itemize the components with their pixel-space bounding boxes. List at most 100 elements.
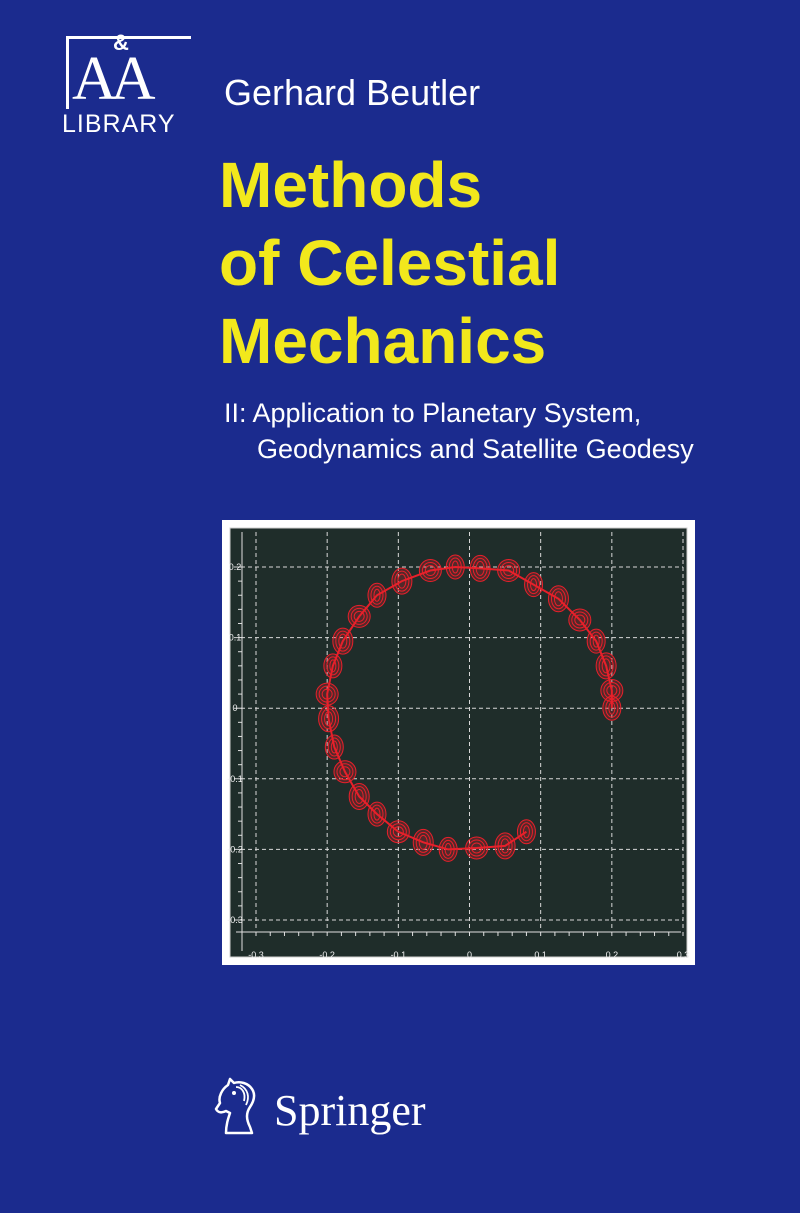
orbit-point-ring [373, 588, 381, 602]
orbit-point-ring [394, 570, 410, 592]
orbit-point-ring [500, 838, 510, 854]
orbit-point-ring [519, 822, 533, 842]
orbit-point-ring [451, 560, 459, 574]
orbit-point-ring [441, 839, 455, 859]
orbit-point-ring [468, 839, 486, 857]
orbit-point-ring [589, 631, 603, 651]
orbit-point-ring [522, 825, 530, 839]
subtitle-line-2: Geodynamics and Satellite Geodesy [257, 434, 694, 464]
orbit-point [391, 567, 413, 595]
logo-ampersand: & [113, 30, 129, 55]
orbit-point [568, 608, 592, 632]
orbit-point-ring [370, 804, 384, 824]
orbit-point [600, 679, 624, 703]
orbit-point-ring [471, 842, 483, 854]
orbit-point [412, 828, 434, 856]
orbit-point-ring [603, 682, 621, 700]
title-line-2: of Celestial [219, 227, 561, 299]
orbit-point [497, 559, 521, 583]
orbit-point [595, 652, 617, 680]
orbit-point [324, 734, 344, 760]
plot-background [229, 527, 688, 958]
logo-library-label: LIBRARY [62, 110, 176, 138]
orbit-point [348, 782, 370, 810]
orbit-point [332, 627, 354, 655]
orbit-point-ring [472, 557, 488, 579]
orbit-point-ring [350, 607, 368, 625]
orbit-point-ring [530, 578, 538, 592]
x-tick-label: 0.1 [534, 950, 547, 960]
orbit-point [602, 695, 622, 721]
orbit-point-ring [324, 711, 334, 727]
orbit-point [586, 628, 606, 654]
y-tick-label: 0.1 [229, 633, 242, 643]
orbit-point-ring [553, 591, 563, 607]
logo-frame [66, 36, 191, 109]
author-name: Gerhard Beutler [224, 72, 481, 113]
orbit-point-ring [370, 585, 384, 605]
orbit-point [347, 604, 371, 628]
orbit-point-ring [318, 685, 336, 703]
logo-letters: AA [72, 45, 156, 113]
orbit-point [333, 760, 357, 784]
orbit-point-ring [448, 557, 462, 577]
orbit-point [438, 836, 458, 862]
orbit-point-ring [397, 573, 407, 589]
y-tick-label: 0 [232, 703, 237, 713]
orbit-point-ring [500, 562, 518, 580]
orbit-point [318, 705, 340, 733]
orbit-plot-svg: -0.3 -0.2 -0.1 0 0.1 0.2 0.3 0.2 0.1 0 -0.1 -0.2 -0.… [227, 527, 689, 960]
orbit-point-ring [444, 842, 452, 856]
y-tick-label: -0.3 [227, 915, 243, 925]
orbit-point-ring [321, 708, 337, 730]
y-tick-label: 0.2 [229, 562, 242, 572]
x-tick-label: -0.1 [391, 950, 407, 960]
orbit-point-ring [353, 610, 365, 622]
orbit-point-ring [592, 634, 600, 648]
orbit-point [367, 582, 387, 608]
orbit-point-ring [503, 565, 515, 577]
orbit-point-ring [336, 763, 354, 781]
orbit-point-ring [326, 656, 340, 676]
orbit-point [315, 682, 339, 706]
orbit-curve [326, 565, 613, 851]
orbit-point-ring [330, 740, 338, 754]
x-tick-label: 0 [467, 950, 472, 960]
orbit-point-ring [354, 788, 364, 804]
orbit-point-ring [338, 633, 348, 649]
orbit-point [524, 572, 544, 598]
x-tick-label: -0.2 [319, 950, 335, 960]
book-subtitle: II: Application to Planetary System, Geo… [224, 395, 694, 467]
title-line-1: Methods [219, 149, 483, 221]
orbit-point-ring [550, 588, 566, 610]
orbit-point-ring [321, 688, 333, 700]
orbit-point-ring [475, 560, 485, 576]
orbit-point [323, 653, 343, 679]
orbit-point-ring [415, 831, 431, 853]
orbit-point-ring [574, 614, 586, 626]
orbit-point-ring [598, 655, 614, 677]
orbit-point-ring [327, 737, 341, 757]
orbit-point-ring [527, 575, 541, 595]
orbit-point [465, 836, 489, 860]
orbit-point-ring [389, 823, 407, 841]
book-title: Methods of Celestial Mechanics [219, 146, 560, 380]
orbit-point-ring [392, 826, 404, 838]
orbit-point [494, 832, 516, 860]
aa-library-logo: & AA LIBRARY [58, 30, 193, 140]
orbit-point-ring [571, 611, 589, 629]
orbit-point-ring [608, 701, 616, 715]
orbit-point [418, 559, 442, 583]
orbit-point [386, 820, 410, 844]
orbit-point [547, 585, 569, 613]
title-line-3: Mechanics [219, 305, 547, 377]
orbit-point-ring [497, 835, 513, 857]
orbit-point [367, 801, 387, 827]
orbit-point-ring [418, 834, 428, 850]
orbit-point-ring [329, 659, 337, 673]
y-tick-label: -0.1 [227, 774, 243, 784]
orbit-point-ring [606, 685, 618, 697]
orbit-point-ring [335, 630, 351, 652]
subtitle-line-1: II: Application to Planetary System, [224, 398, 642, 428]
